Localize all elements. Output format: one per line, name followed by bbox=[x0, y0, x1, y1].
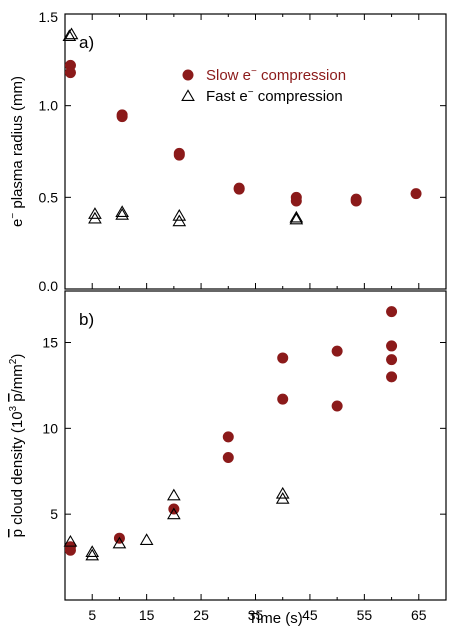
data-point-triangle bbox=[167, 488, 181, 501]
legend-label: Fast e− compression bbox=[206, 87, 343, 105]
panel-b: 5 10 15 5 15 25 35 45 55 65 Time (s) b) p cloud dens… bbox=[8, 290, 447, 627]
series-slow bbox=[64, 306, 398, 556]
data-point-circle bbox=[233, 183, 245, 195]
data-point-circle bbox=[350, 195, 362, 207]
label-part: − bbox=[248, 87, 254, 98]
data-point-circle bbox=[386, 306, 398, 318]
data-point-circle bbox=[64, 67, 76, 79]
data-point-triangle bbox=[275, 486, 290, 499]
label-part: p bbox=[9, 393, 26, 401]
y-tick-label: 5 bbox=[50, 506, 58, 522]
data-point-triangle bbox=[112, 536, 127, 549]
data-point-triangle bbox=[115, 205, 129, 218]
data-point-circle bbox=[222, 431, 234, 443]
data-point-circle bbox=[173, 149, 185, 161]
label-part: cloud density (10 bbox=[9, 411, 26, 529]
data-point-circle bbox=[222, 452, 234, 464]
data-point-triangle bbox=[139, 533, 154, 545]
data-point-triangle bbox=[85, 545, 100, 557]
x-tick-label: 65 bbox=[411, 607, 427, 623]
data-point-triangle bbox=[167, 507, 181, 520]
label-part: compression bbox=[257, 67, 346, 84]
data-point-circle bbox=[410, 188, 422, 200]
data-point-triangle bbox=[64, 27, 79, 40]
x-tick-label: 25 bbox=[193, 607, 209, 623]
plot-frame bbox=[64, 290, 447, 601]
label-part: ) bbox=[9, 354, 26, 359]
label-part: /mm bbox=[9, 364, 26, 393]
data-point-triangle bbox=[289, 210, 304, 223]
data-point-circle bbox=[386, 371, 398, 383]
y-tick-label: 1.0 bbox=[39, 98, 59, 114]
data-point-triangle bbox=[172, 208, 187, 221]
x-tick-label: 45 bbox=[302, 607, 318, 623]
plot-frame bbox=[64, 13, 447, 290]
label-part: − bbox=[251, 66, 257, 77]
label-part: p bbox=[9, 529, 26, 537]
legend-label: Slow e− compression bbox=[206, 66, 346, 84]
data-point-triangle bbox=[88, 207, 102, 219]
label-part: compression bbox=[254, 88, 343, 105]
y-tick-label: 1.5 bbox=[39, 9, 59, 25]
label-part: Slow e bbox=[206, 67, 251, 84]
label-part: e bbox=[9, 219, 26, 227]
panel-label: b) bbox=[79, 310, 94, 329]
data-point-triangle bbox=[289, 212, 304, 225]
data-point-circle bbox=[277, 393, 289, 405]
label-part: − bbox=[8, 213, 19, 219]
data-point-circle bbox=[331, 400, 343, 412]
data-point-triangle bbox=[172, 214, 187, 227]
label-part: plasma radius (mm) bbox=[9, 76, 26, 213]
data-point-triangle bbox=[115, 208, 129, 220]
data-point-triangle bbox=[62, 29, 77, 42]
data-point-circle bbox=[277, 352, 289, 364]
series-fast bbox=[63, 486, 290, 561]
x-tick-label: 15 bbox=[139, 607, 155, 623]
data-point-triangle bbox=[85, 548, 100, 561]
y-axis-title: p cloud density (103 p/mm2) bbox=[8, 354, 26, 538]
data-point-circle bbox=[64, 544, 76, 556]
y-axis-title: e− plasma radius (mm) bbox=[8, 76, 26, 227]
legend-marker bbox=[181, 89, 195, 102]
y-tick-label: 0.5 bbox=[39, 189, 59, 205]
label-part: 2 bbox=[8, 358, 19, 364]
x-tick-label: 35 bbox=[248, 607, 264, 623]
x-tick-label: 5 bbox=[88, 607, 96, 623]
x-tick-label: 55 bbox=[357, 607, 373, 623]
panel-label: a) bbox=[79, 33, 94, 52]
panel-a: 0.00.51.01.5a)e− plasma radius (mm)Slow … bbox=[8, 9, 447, 294]
data-point-circle bbox=[386, 340, 398, 352]
data-point-triangle bbox=[88, 211, 102, 224]
x-axis-title: Time (s) bbox=[248, 610, 302, 627]
label-part: Fast e bbox=[206, 88, 248, 105]
data-point-circle bbox=[116, 111, 128, 123]
series-fast bbox=[62, 27, 304, 227]
y-tick-label: 15 bbox=[42, 335, 58, 351]
series-slow bbox=[64, 59, 422, 207]
data-point-triangle bbox=[63, 534, 78, 547]
legend-marker bbox=[182, 69, 194, 81]
data-point-circle bbox=[331, 345, 343, 357]
y-tick-label: 10 bbox=[42, 420, 58, 436]
label-part: 3 bbox=[8, 405, 19, 411]
y-tick-label: 0.0 bbox=[39, 278, 59, 294]
data-point-triangle bbox=[275, 492, 290, 504]
data-point-circle bbox=[386, 354, 398, 366]
data-point-circle bbox=[290, 195, 302, 207]
